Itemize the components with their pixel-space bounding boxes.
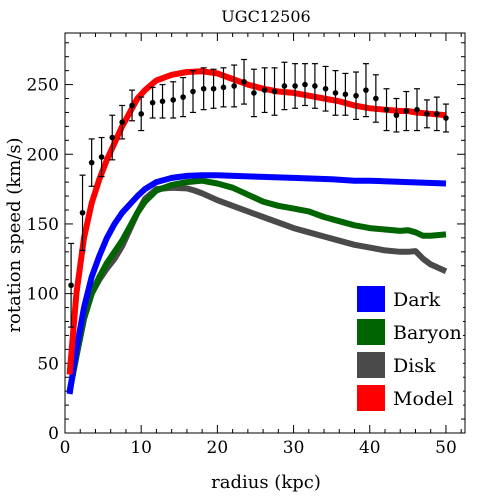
data-point — [119, 119, 125, 125]
series-line-model — [66, 68, 447, 375]
data-point — [342, 91, 349, 98]
data-point — [220, 84, 227, 91]
data-point — [403, 108, 410, 114]
y-tick-label: 0 — [48, 424, 59, 444]
data-point — [443, 115, 449, 121]
y-tick-label: 100 — [27, 285, 59, 305]
data-point — [271, 88, 278, 95]
data-point — [312, 83, 318, 89]
data-point — [149, 99, 156, 106]
data-point — [79, 209, 86, 216]
plot-area: 0 10 20 30 40 50 0 50 100 150 200 250 — [27, 32, 466, 458]
series-line-disk — [66, 184, 448, 392]
x-tick-label: 10 — [130, 438, 152, 458]
data-point — [434, 111, 440, 117]
data-point — [322, 85, 329, 92]
legend-swatch-disk — [357, 352, 385, 378]
data-point — [170, 97, 176, 103]
x-axis-title: radius (kpc) — [211, 472, 321, 493]
y-tick-label: 250 — [27, 76, 59, 96]
data-point — [424, 111, 430, 117]
data-point — [200, 85, 207, 92]
data-point — [109, 134, 116, 141]
data-point — [302, 81, 308, 88]
data-point — [241, 78, 247, 85]
legend-label-baryon: Baryon — [393, 322, 462, 344]
legend-label-model: Model — [393, 388, 453, 410]
data-point — [138, 111, 144, 117]
series-line-dark — [66, 172, 447, 395]
series-line-baryon — [66, 177, 447, 392]
data-point — [414, 106, 420, 113]
data-point — [210, 85, 217, 92]
data-point — [332, 90, 339, 96]
chart-title: UGC12506 — [221, 7, 310, 26]
legend-swatch-model — [357, 385, 385, 411]
legend-swatch-dark — [357, 286, 385, 312]
data-point — [190, 88, 196, 95]
data-point — [261, 87, 268, 93]
x-tick-label: 0 — [60, 438, 71, 458]
data-point — [383, 106, 390, 113]
y-axis-title: rotation speed (km/s) — [4, 137, 25, 332]
data-point — [98, 154, 105, 160]
y-tick-label: 50 — [37, 354, 59, 374]
x-tick-label: 20 — [207, 438, 229, 458]
x-tick-label: 40 — [359, 438, 381, 458]
data-point — [363, 87, 369, 93]
x-tick-label: 30 — [283, 438, 305, 458]
data-point — [251, 90, 257, 96]
data-point — [180, 94, 186, 100]
legend-label-disk: Disk — [393, 355, 436, 377]
data-point — [159, 98, 166, 105]
y-tick-label: 200 — [27, 145, 59, 165]
legend-swatch-baryon — [357, 319, 385, 345]
legend: Dark Baryon Disk Model — [347, 278, 463, 416]
data-point — [393, 112, 400, 119]
data-point — [88, 159, 95, 166]
data-point — [68, 282, 74, 289]
data-point — [129, 102, 135, 109]
plot-frame — [64, 32, 466, 434]
legend-label-dark: Dark — [393, 289, 441, 311]
data-point — [231, 83, 237, 89]
data-point — [281, 83, 288, 89]
data-point — [353, 92, 359, 99]
x-tick-label: 50 — [435, 438, 457, 458]
data-point — [373, 95, 379, 102]
data-point — [292, 83, 298, 89]
y-tick-label: 150 — [27, 215, 59, 235]
